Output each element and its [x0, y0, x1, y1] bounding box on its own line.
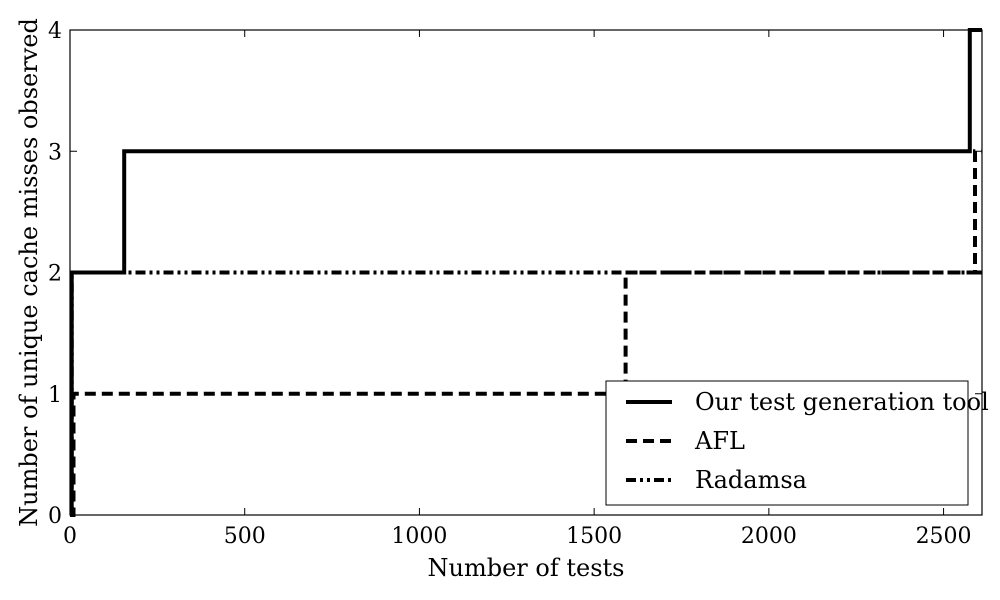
- legend-label-1: Our test generation tool: [695, 388, 989, 416]
- legend-label-3: Radamsa: [695, 466, 807, 494]
- series-line-1: [69, 28, 982, 517]
- legend-label-2: AFL: [694, 427, 745, 455]
- x-tick-label: 2000: [741, 524, 797, 549]
- x-tick-label: 0: [63, 524, 77, 549]
- x-tick-label: 1500: [566, 524, 622, 549]
- x-axis-label: Number of tests: [428, 554, 625, 582]
- y-tick-label: 1: [48, 383, 62, 408]
- y-tick-label: 2: [48, 262, 62, 287]
- x-tick-label: 2500: [916, 524, 972, 549]
- y-axis-label: Number of unique cache misses observed: [15, 18, 43, 527]
- x-tick-label: 1000: [391, 524, 447, 549]
- y-tick-label: 0: [48, 504, 62, 529]
- x-tick-label: 500: [224, 524, 266, 549]
- legend: Our test generation tool AFL Radamsa: [605, 380, 989, 506]
- legend-items: Our test generation tool AFL Radamsa: [626, 388, 989, 494]
- y-tick-label: 3: [48, 140, 62, 165]
- ticks-layer: 0 500 1000 1500 2000 2500 0 1 2 3 4: [48, 19, 982, 549]
- y-tick-label: 4: [48, 19, 62, 44]
